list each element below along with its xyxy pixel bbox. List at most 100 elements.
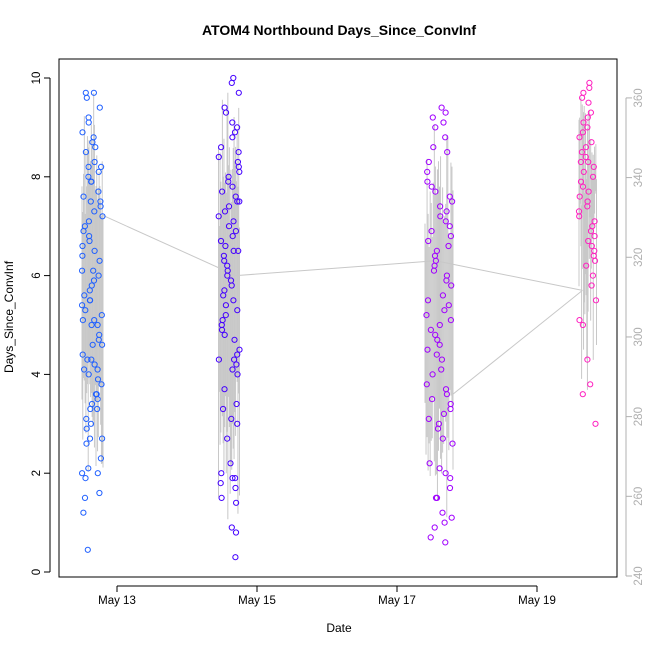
- data-point: [87, 297, 94, 304]
- data-point: [579, 129, 587, 136]
- data-point: [90, 134, 97, 141]
- data-point: [587, 109, 595, 116]
- data-point: [440, 410, 447, 417]
- data-point: [582, 144, 590, 151]
- data-point: [440, 119, 447, 126]
- x-axis-label: Date: [326, 621, 352, 635]
- data-point: [85, 163, 92, 170]
- data-point: [224, 262, 231, 269]
- data-point: [87, 420, 95, 427]
- data-point: [231, 129, 239, 136]
- data-point: [447, 475, 454, 482]
- data-point: [225, 203, 233, 210]
- y-tick-label: 2: [31, 470, 43, 476]
- data-point: [578, 149, 586, 156]
- data-point: [229, 233, 236, 240]
- data-point: [591, 247, 598, 254]
- data-point: [576, 134, 583, 141]
- data-point: [589, 272, 597, 279]
- data-point: [229, 366, 236, 373]
- data-point: [96, 331, 103, 338]
- data-point: [580, 89, 587, 96]
- data-point: [84, 356, 91, 363]
- data-point: [591, 218, 598, 225]
- x-tick-label: May 13: [98, 595, 136, 607]
- x-tick-label: May 15: [238, 595, 276, 607]
- data-point: [585, 237, 592, 245]
- data-point: [218, 470, 225, 477]
- data-point: [580, 119, 587, 126]
- data-point: [427, 534, 434, 541]
- data-point: [222, 312, 229, 319]
- data-point: [232, 484, 239, 492]
- data-point: [236, 346, 243, 353]
- data-point: [442, 539, 449, 546]
- data-point: [91, 208, 98, 215]
- trend-bands: [81, 92, 597, 520]
- data-point: [579, 391, 586, 398]
- data-point: [84, 546, 91, 553]
- data-point: [91, 158, 98, 166]
- data-point: [429, 396, 436, 403]
- data-point: [424, 178, 431, 185]
- data-point: [444, 149, 451, 156]
- data-point: [221, 386, 228, 393]
- data-point: [91, 361, 98, 368]
- data-point: [222, 242, 229, 250]
- data-point: [438, 366, 445, 373]
- data-point: [584, 356, 591, 363]
- data-point: [85, 173, 92, 180]
- data-point: [215, 356, 222, 363]
- trend-connector: [452, 290, 583, 395]
- data-point: [225, 223, 233, 230]
- y2-tick-label: 260: [633, 487, 645, 506]
- data-point: [229, 134, 236, 141]
- y2-tick-label: 340: [633, 168, 645, 187]
- data-point: [97, 455, 105, 462]
- data-point: [79, 317, 87, 324]
- data-point: [229, 475, 236, 482]
- data-point: [87, 198, 94, 205]
- data-point: [89, 341, 96, 348]
- data-point: [220, 252, 227, 259]
- data-point: [98, 163, 105, 170]
- data-point: [448, 282, 455, 289]
- y2-tick-label: 280: [633, 407, 645, 426]
- data-point: [425, 237, 432, 245]
- data-point: [82, 149, 90, 156]
- data-point: [234, 124, 241, 131]
- data-point: [221, 104, 228, 111]
- data-point: [426, 460, 433, 467]
- data-point: [81, 494, 89, 501]
- data-point: [590, 163, 597, 170]
- data-point: [449, 440, 456, 447]
- data-point: [85, 465, 92, 472]
- data-point: [229, 183, 236, 190]
- data-point: [423, 381, 430, 388]
- trend-line: [99, 213, 583, 291]
- y2-tick-label: 360: [633, 88, 645, 107]
- data-point: [219, 188, 226, 195]
- data-point: [217, 237, 225, 245]
- data-point: [437, 213, 444, 220]
- data-point: [427, 326, 434, 333]
- data-point: [585, 158, 592, 166]
- data-point: [585, 99, 592, 106]
- data-point: [433, 351, 440, 358]
- data-point: [81, 223, 89, 230]
- data-point: [91, 317, 98, 324]
- data-point: [234, 371, 241, 378]
- data-point: [235, 89, 242, 96]
- data-point: [589, 223, 596, 230]
- data-point: [218, 494, 225, 501]
- data-point: [94, 470, 101, 477]
- data-point: [441, 519, 448, 526]
- data-point: [442, 109, 449, 116]
- data-point: [227, 277, 235, 284]
- y2-tick-label: 240: [633, 566, 645, 585]
- data-point: [425, 158, 432, 166]
- data-point: [448, 514, 455, 521]
- data-point: [437, 203, 444, 210]
- data-point: [433, 247, 440, 254]
- data-point: [428, 228, 435, 235]
